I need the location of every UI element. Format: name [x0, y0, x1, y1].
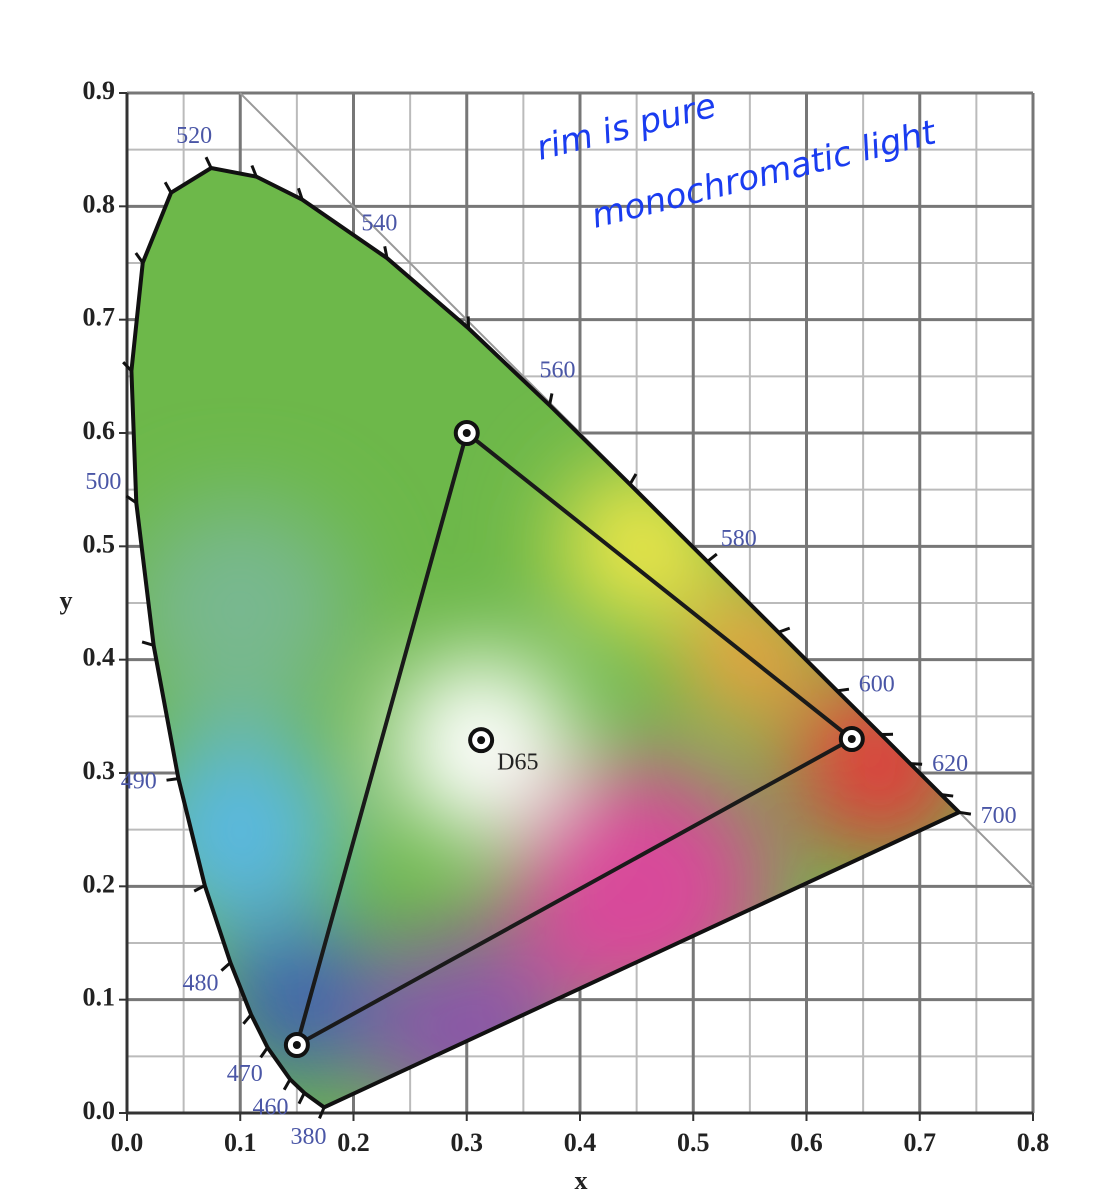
x-axis-label: x	[575, 1166, 588, 1195]
wavelength-label: 700	[981, 803, 1017, 829]
locus-tick	[193, 884, 206, 893]
wavelength-label: 520	[176, 123, 212, 149]
y-tick-label: 0.3	[83, 756, 116, 785]
locus-tick	[250, 164, 258, 178]
locus-tick	[941, 793, 954, 798]
wavelength-label: 380	[290, 1124, 326, 1150]
locus-tick	[125, 494, 138, 505]
y-tick-label: 0.2	[83, 869, 116, 898]
locus-tick	[204, 156, 213, 169]
locus-tick	[777, 626, 791, 634]
x-tick-label: 0.3	[451, 1128, 484, 1157]
locus-tick	[259, 1046, 269, 1059]
locus-tick	[282, 1078, 292, 1091]
locus-tick	[548, 393, 554, 406]
wavelength-label: 600	[859, 672, 895, 698]
x-tick-label: 0.6	[790, 1128, 823, 1157]
locus-tick	[836, 687, 850, 693]
wavelength-label: 480	[182, 971, 218, 997]
y-tick-label: 0.0	[83, 1096, 116, 1125]
y-tick-label: 0.1	[83, 983, 116, 1012]
x-tick-label: 0.4	[564, 1128, 597, 1157]
locus-tick	[166, 777, 179, 782]
x-tick-label: 0.1	[224, 1128, 257, 1157]
x-tick-label: 0.7	[904, 1128, 937, 1157]
wavelength-label: 490	[121, 768, 157, 794]
y-tick-label: 0.6	[83, 416, 116, 445]
locus-tick	[163, 181, 173, 194]
locus-tick	[134, 252, 144, 264]
wavelength-label: 580	[721, 526, 757, 552]
primary-point-dot	[847, 735, 856, 743]
locus-tick	[297, 187, 304, 201]
white-point-dot	[477, 736, 486, 745]
y-tick-label: 0.9	[83, 76, 116, 105]
x-tick-label: 0.2	[337, 1128, 370, 1157]
wavelength-label: 620	[932, 751, 968, 777]
x-tick-label: 0.0	[111, 1128, 144, 1157]
gamut-triangle	[293, 429, 856, 1050]
primary-point-dot	[462, 429, 471, 437]
locus-tick	[242, 1013, 253, 1025]
gamut-fill	[131, 168, 960, 1108]
wavelength-label: 540	[361, 210, 397, 236]
white-point-label: D65	[497, 750, 538, 776]
locus-tick	[910, 762, 923, 766]
locus-tick	[141, 640, 155, 647]
locus-tick	[318, 1106, 326, 1119]
locus-tick	[628, 473, 638, 486]
y-tick-label: 0.7	[83, 303, 116, 332]
locus-tick	[958, 810, 972, 816]
y-tick-label: 0.4	[83, 643, 116, 672]
x-tick-label: 0.8	[1017, 1128, 1050, 1157]
locus-tick	[220, 961, 232, 972]
spectral-locus	[129, 165, 963, 1110]
locus-tick	[383, 246, 389, 259]
x-tick-label: 0.5	[677, 1128, 710, 1157]
wavelength-label: 470	[227, 1061, 263, 1087]
locus-tick	[297, 1092, 306, 1105]
y-tick-label: 0.5	[83, 529, 116, 558]
wavelength-label: 500	[85, 469, 121, 495]
wavelength-label: 460	[252, 1094, 288, 1120]
y-tick-label: 0.8	[83, 189, 116, 218]
primary-point-dot	[292, 1041, 301, 1049]
y-axis-label: y	[60, 586, 73, 615]
locus-tick	[706, 552, 718, 563]
locus-tick	[122, 361, 133, 372]
wavelength-label: 560	[540, 357, 576, 383]
